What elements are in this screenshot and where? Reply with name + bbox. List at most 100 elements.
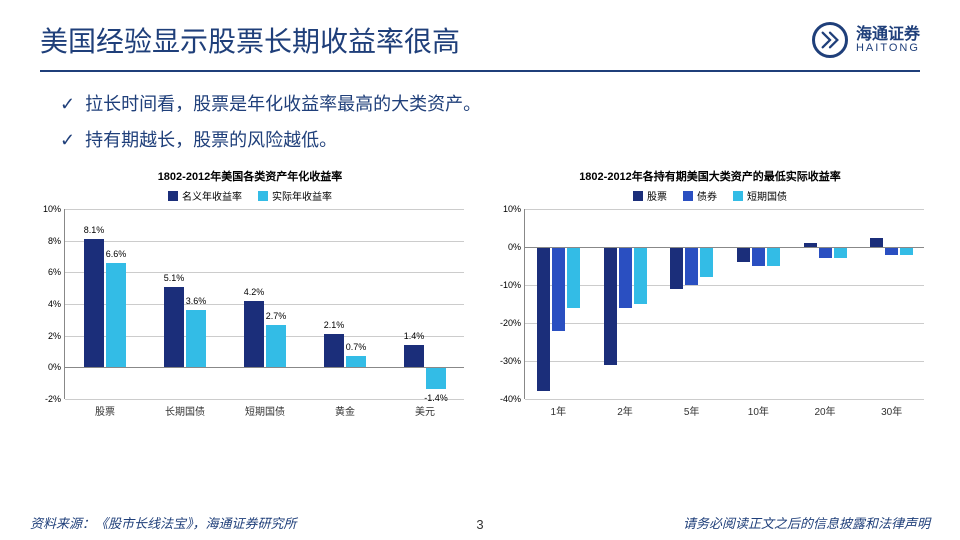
x-tick-label: 股票 — [95, 403, 115, 418]
x-tick-label: 30年 — [881, 403, 902, 418]
legend-label: 名义年收益率 — [182, 188, 242, 203]
bar: 6.6% — [106, 263, 126, 368]
x-tick-label: 长期国债 — [165, 403, 205, 418]
bar: 5.1% — [164, 287, 184, 368]
y-tick-label: 6% — [33, 267, 61, 277]
chart-plot: -40%-30%-20%-10%0%10%1年2年5年10年20年30年 — [524, 209, 924, 399]
x-tick-label: 1年 — [551, 403, 567, 418]
page-number: 3 — [476, 517, 483, 532]
bullet-item: ✓ 持有期越长，股票的风险越低。 — [60, 122, 900, 158]
legend-label: 债券 — [697, 188, 717, 203]
bar-group — [870, 209, 913, 399]
chart-title: 1802-2012年各持有期美国大类资产的最低实际收益率 — [490, 168, 930, 184]
grid-line — [525, 323, 924, 324]
y-tick-label: -20% — [493, 318, 521, 328]
legend-label: 股票 — [647, 188, 667, 203]
y-tick-label: 2% — [33, 331, 61, 341]
y-tick-label: -30% — [493, 356, 521, 366]
grid-line — [525, 399, 924, 400]
x-tick-label: 10年 — [748, 403, 769, 418]
bullet-item: ✓ 拉长时间看，股票是年化收益率最高的大类资产。 — [60, 86, 900, 122]
bar-value-label: 3.6% — [186, 296, 207, 306]
chart-legend: 股票 债券 短期国债 — [490, 188, 930, 203]
logo: 海通证券 HAITONG — [812, 22, 920, 58]
legend-swatch — [168, 191, 178, 201]
y-tick-label: 8% — [33, 236, 61, 246]
y-tick-label: 4% — [33, 299, 61, 309]
bar-group — [670, 209, 713, 399]
bar-group: 5.1%3.6% — [164, 209, 206, 399]
bullet-list: ✓ 拉长时间看，股票是年化收益率最高的大类资产。 ✓ 持有期越长，股票的风险越低… — [0, 72, 960, 164]
bar: 2.1% — [324, 334, 344, 367]
y-tick-label: 10% — [493, 204, 521, 214]
x-tick-label: 短期国债 — [245, 403, 285, 418]
bar — [604, 247, 617, 365]
chart-title: 1802-2012年美国各类资产年化收益率 — [30, 168, 470, 184]
y-tick-label: -40% — [493, 394, 521, 404]
bar-value-label: 5.1% — [164, 273, 185, 283]
bar-value-label: 1.4% — [404, 331, 425, 341]
chart-legend: 名义年收益率 实际年收益率 — [30, 188, 470, 203]
legend-swatch — [683, 191, 693, 201]
chart-plot: -2%0%2%4%6%8%10%8.1%6.6%股票5.1%3.6%长期国债4.… — [64, 209, 464, 399]
bar-group: 1.4%-1.4% — [404, 209, 446, 399]
bar: 8.1% — [84, 239, 104, 367]
grid-line — [525, 361, 924, 362]
bar-value-label: 2.7% — [266, 311, 287, 321]
legend-swatch — [733, 191, 743, 201]
legend-item: 股票 — [633, 188, 667, 203]
charts-row: 1802-2012年美国各类资产年化收益率 名义年收益率 实际年收益率 -2%0%… — [0, 164, 960, 399]
bar-value-label: 8.1% — [84, 225, 105, 235]
bar-group: 4.2% 2.7% — [244, 209, 286, 399]
logo-text-en: HAITONG — [856, 43, 920, 54]
bar: 2.7% — [266, 325, 286, 368]
logo-text-cn: 海通证券 — [856, 27, 920, 43]
header: 美国经验显示股票长期收益率很高 海通证券 HAITONG — [0, 0, 960, 70]
bar-value-label: 2.1% — [324, 320, 345, 330]
legend-item: 实际年收益率 — [258, 188, 332, 203]
legend-label: 实际年收益率 — [272, 188, 332, 203]
bar — [634, 247, 647, 304]
bar — [700, 247, 713, 277]
bar — [670, 247, 683, 289]
bar-group — [737, 209, 780, 399]
bar — [767, 247, 780, 266]
footer-disclaimer: 请务必阅读正文之后的信息披露和法律声明 — [683, 513, 930, 532]
check-icon: ✓ — [60, 122, 75, 158]
x-tick-label: 2年 — [617, 403, 633, 418]
bar-group — [604, 209, 647, 399]
x-tick-label: 20年 — [814, 403, 835, 418]
bar-value-label: -1.4% — [424, 393, 448, 403]
bar — [567, 247, 580, 308]
bullet-text: 拉长时间看，股票是年化收益率最高的大类资产。 — [85, 86, 481, 122]
chart-min-returns: 1802-2012年各持有期美国大类资产的最低实际收益率 股票 债券 短期国债 -4… — [490, 168, 930, 399]
y-tick-label: 0% — [493, 242, 521, 252]
y-tick-label: 0% — [33, 362, 61, 372]
check-icon: ✓ — [60, 86, 75, 122]
legend-item: 短期国债 — [733, 188, 787, 203]
grid-line — [525, 209, 924, 210]
y-tick-label: -2% — [33, 394, 61, 404]
bar-value-label: 6.6% — [106, 249, 127, 259]
bar-value-label: 4.2% — [244, 287, 265, 297]
bar: 0.7% — [346, 356, 366, 367]
grid-line — [525, 285, 924, 286]
page-title: 美国经验显示股票长期收益率很高 — [40, 20, 460, 60]
y-tick-label: 10% — [33, 204, 61, 214]
legend-swatch — [633, 191, 643, 201]
bar — [619, 247, 632, 308]
zero-axis — [65, 367, 464, 368]
zero-axis — [525, 247, 924, 248]
bar: -1.4% — [426, 367, 446, 389]
bar-group — [804, 209, 847, 399]
bar — [737, 247, 750, 262]
bar — [752, 247, 765, 266]
x-tick-label: 美元 — [415, 403, 435, 418]
bar-value-label: 0.7% — [346, 342, 367, 352]
bar — [552, 247, 565, 331]
x-tick-label: 黄金 — [335, 403, 355, 418]
x-tick-label: 5年 — [684, 403, 700, 418]
bar-group: 8.1%6.6% — [84, 209, 126, 399]
bar: 1.4% — [404, 345, 424, 367]
bar — [870, 238, 883, 248]
